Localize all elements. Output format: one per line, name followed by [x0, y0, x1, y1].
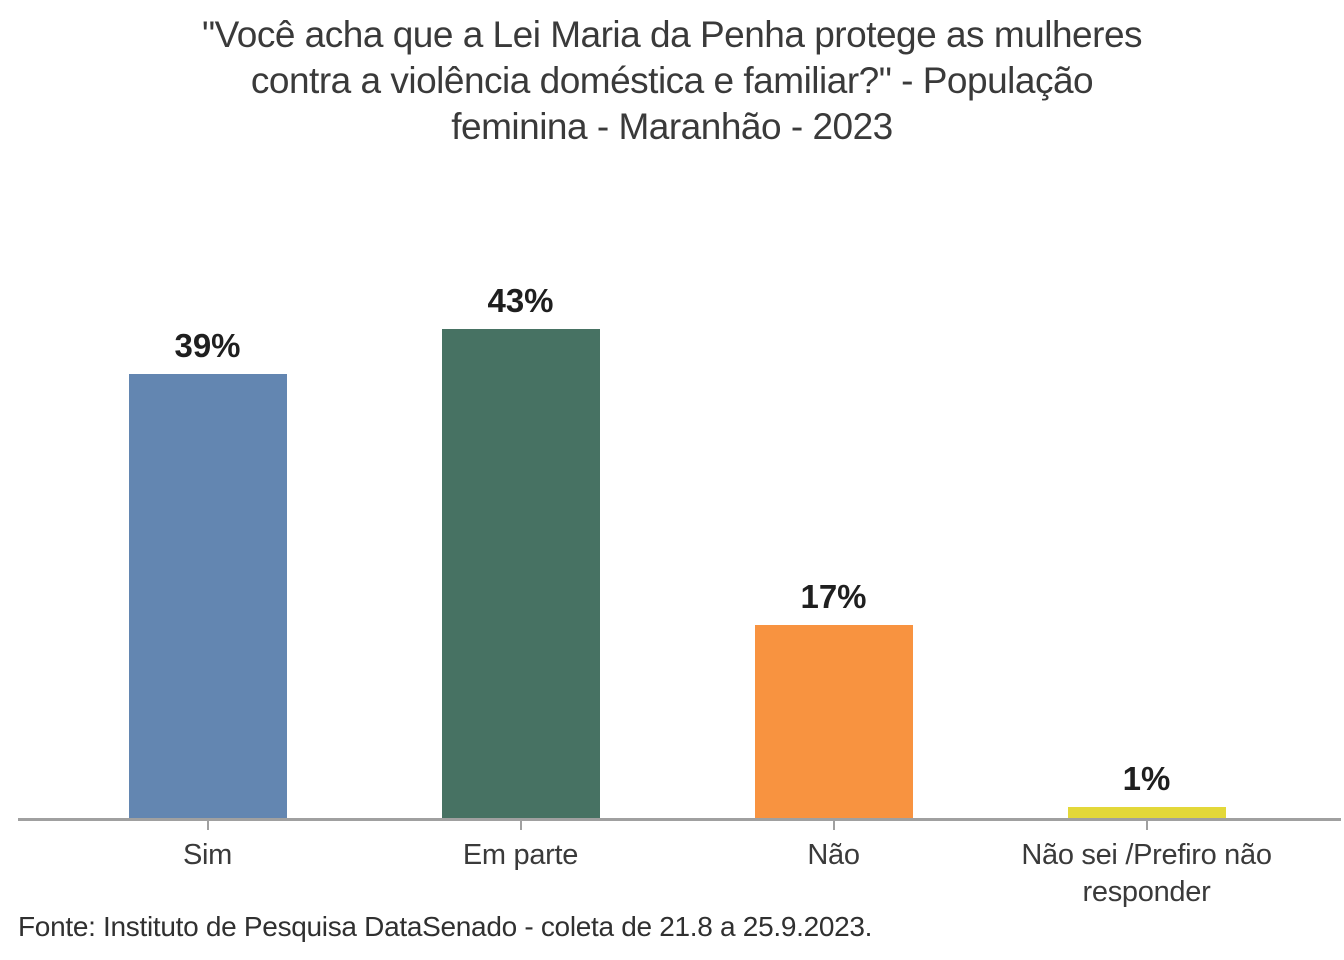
- category-label-nao: Não: [807, 839, 860, 871]
- source-note: Fonte: Instituto de Pesquisa DataSenado …: [18, 911, 873, 942]
- category-label-em-parte: Em parte: [462, 839, 579, 871]
- category-cell-sim: Sim: [51, 821, 364, 911]
- category-label-nao-sei: Não sei /Prefiro não responder: [1021, 839, 1272, 908]
- plot-area: 39% 43% 17% 1%: [51, 160, 1303, 818]
- category-cell-nao: Não: [677, 821, 990, 911]
- bar-group-nao-sei: 1%: [990, 160, 1303, 818]
- value-label-sim: 39%: [174, 327, 241, 364]
- bar-nao: [754, 625, 913, 818]
- bar-group-sim: 39%: [51, 160, 364, 818]
- bar-nao-sei: [1067, 807, 1226, 818]
- axis-tick: [832, 821, 835, 830]
- x-axis-labels: Sim Em parte Não Não sei /Prefiro não re…: [51, 821, 1303, 911]
- chart-title-line3: feminina - Maranhão - 2023: [451, 106, 893, 147]
- axis-tick: [519, 821, 522, 830]
- bar-em-parte: [441, 329, 600, 818]
- value-label-em-parte: 43%: [487, 282, 554, 319]
- category-label-sim: Sim: [182, 839, 233, 871]
- category-cell-nao-sei: Não sei /Prefiro não responder: [990, 821, 1303, 911]
- chart-title-line2: contra a violência doméstica e familiar?…: [250, 60, 1094, 101]
- axis-tick: [1145, 821, 1148, 830]
- category-cell-em-parte: Em parte: [364, 821, 677, 911]
- chart-title: "Você acha que a Lei Maria da Penha prot…: [0, 12, 1344, 150]
- bar-group-nao: 17%: [677, 160, 990, 818]
- axis-tick: [206, 821, 209, 830]
- value-label-nao-sei: 1%: [1122, 760, 1171, 797]
- bar-sim: [128, 374, 287, 818]
- x-axis-line: [18, 818, 1341, 821]
- bar-group-em-parte: 43%: [364, 160, 677, 818]
- chart-title-line1: "Você acha que a Lei Maria da Penha prot…: [201, 14, 1143, 55]
- value-label-nao: 17%: [800, 578, 867, 615]
